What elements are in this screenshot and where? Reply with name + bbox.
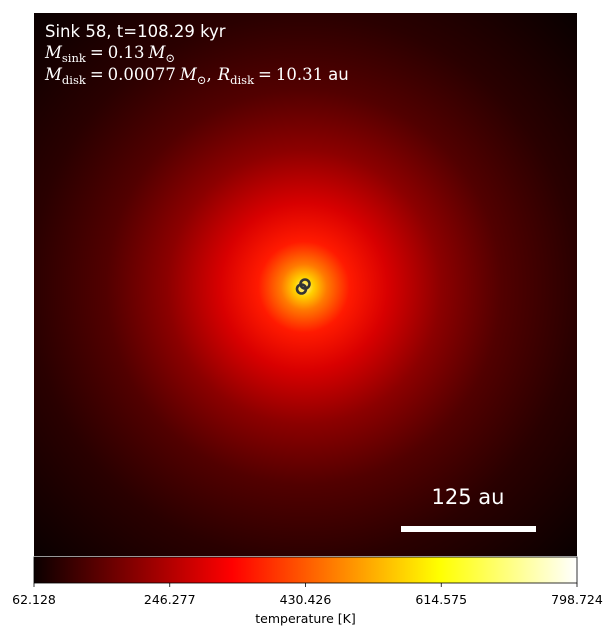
colorbar-tick-label: 430.426: [280, 592, 332, 607]
sink-markers: [295, 278, 311, 295]
colorbar-tick-label: 62.128: [12, 592, 56, 607]
ring-marker-icon: [295, 283, 308, 295]
colorbar: 62.128 246.277 430.426 614.575 798.724 t…: [12, 556, 603, 626]
temperature-map: [34, 13, 577, 556]
sink-mass-line: Msink = 0.13 M⊙: [44, 43, 175, 65]
colorbar-tick-label: 614.575: [415, 592, 467, 607]
temperature-map-background: [34, 13, 577, 556]
scale-bar: 125 au: [401, 485, 536, 532]
colorbar-tick-label: 246.277: [144, 592, 196, 607]
colorbar-ticks: [33, 583, 578, 587]
disk-line: Mdisk = 0.00077 M⊙, Rdisk = 10.31 au: [44, 65, 349, 87]
scale-bar-label: 125 au: [432, 485, 505, 509]
title-line: Sink 58, t=108.29 kyr: [45, 22, 226, 41]
colorbar-tick-labels: 62.128 246.277 430.426 614.575 798.724: [12, 592, 603, 607]
panel-annotation: Sink 58, t=108.29 kyr Msink = 0.13 M⊙ Mdisk…: [44, 22, 349, 87]
colorbar-tick-label: 798.724: [551, 592, 603, 607]
colorbar-label: temperature [K]: [255, 611, 356, 626]
scale-bar-line: [401, 526, 536, 532]
colorbar-gradient: [34, 557, 577, 583]
